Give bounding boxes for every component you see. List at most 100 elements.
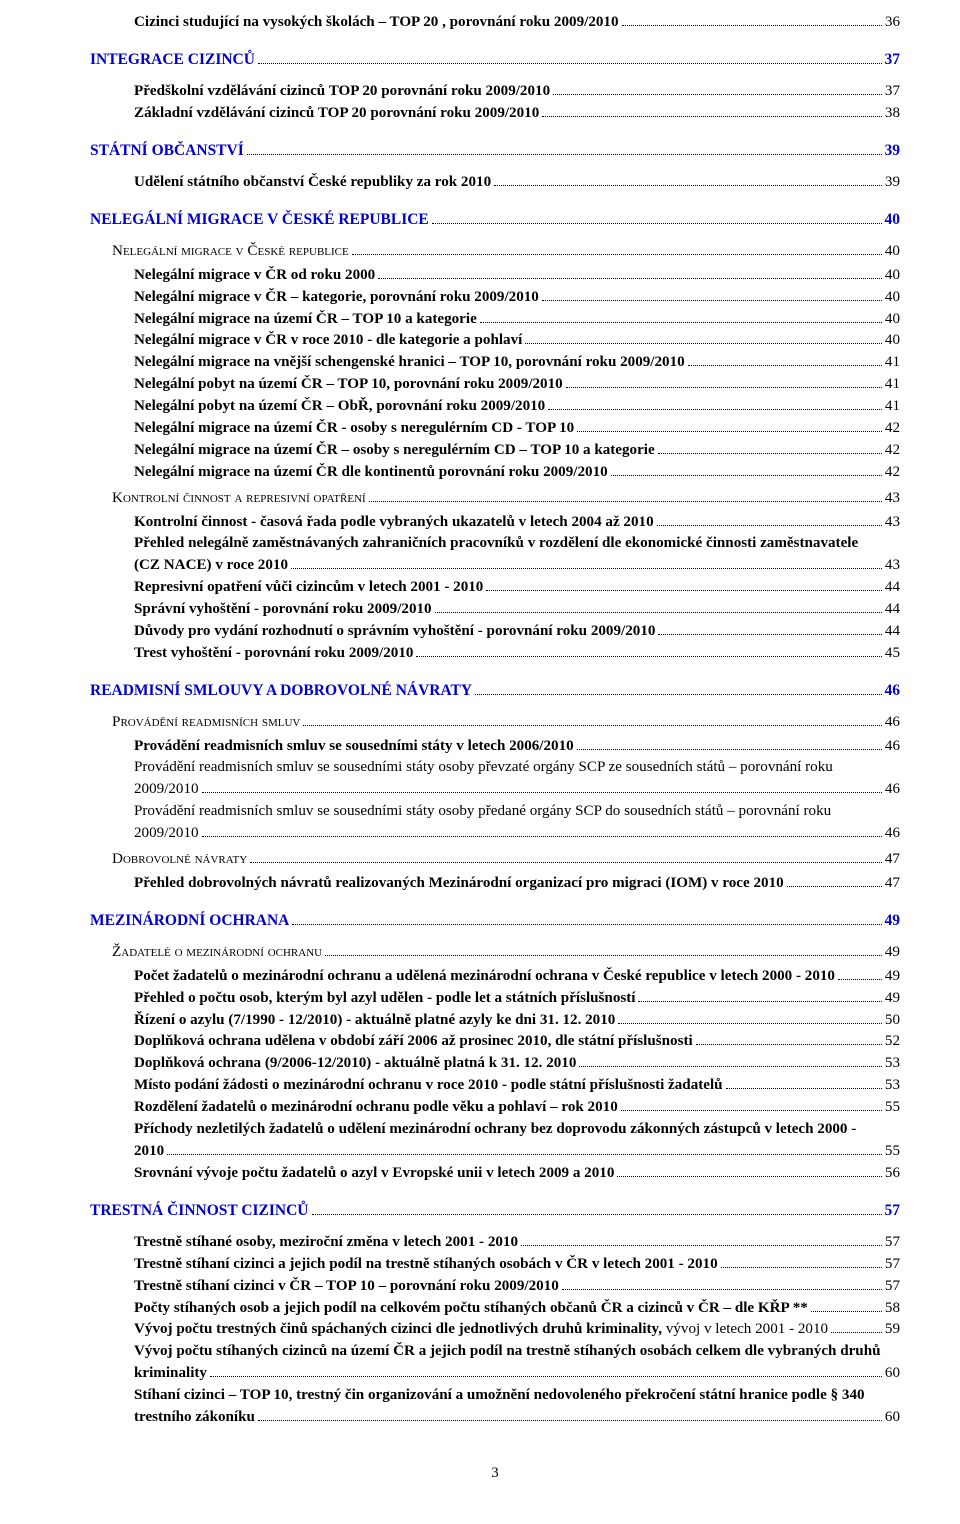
- toc-page-number: 39: [885, 141, 901, 162]
- toc-heading-1: NELEGÁLNÍ MIGRACE V ČESKÉ REPUBLICE 40: [90, 210, 900, 231]
- toc-leader-dots: [658, 634, 881, 635]
- toc-label: Udělení státního občanství České republi…: [134, 172, 491, 192]
- toc-page-number: 42: [885, 440, 900, 460]
- toc-leader-dots: [312, 1214, 882, 1215]
- toc-page-number: 40: [885, 241, 900, 262]
- toc-leader-dots: [247, 154, 882, 155]
- toc-entry: Místo podání žádosti o mezinárodní ochra…: [134, 1075, 900, 1095]
- toc-label: STÁTNÍ OBČANSTVÍ: [90, 141, 244, 162]
- toc-page-number: 52: [885, 1031, 900, 1051]
- toc-label: Nelegální migrace na území ČR - osoby s …: [134, 418, 574, 438]
- toc-label: Represivní opatření vůči cizincům v lete…: [134, 577, 483, 597]
- toc-heading-2: Provádění readmisních smluv 46: [112, 712, 900, 733]
- toc-leader-dots: [638, 1001, 881, 1002]
- toc-page-number: 44: [885, 577, 900, 597]
- toc-page-number: 43: [885, 512, 900, 532]
- toc-page-number: 43: [885, 555, 900, 575]
- toc-leader-dots: [494, 185, 882, 186]
- toc-entry: Nelegální migrace na vnější schengenské …: [134, 352, 900, 372]
- toc-page: Cizinci studující na vysokých školách – …: [0, 0, 960, 1524]
- toc-leader-dots: [210, 1376, 882, 1377]
- toc-label: Doplňková ochrana (9/2006-12/2010) - akt…: [134, 1053, 576, 1073]
- toc-heading-1: TRESTNÁ ČINNOST CIZINCŮ 57: [90, 1201, 900, 1222]
- toc-entry: Počty stíhaných osob a jejich podíl na c…: [134, 1298, 900, 1318]
- toc-leader-dots: [838, 979, 882, 980]
- toc-label: Nelegální migrace na vnější schengenské …: [134, 352, 685, 372]
- toc-entry: Základní vzdělávání cizinců TOP 20 porov…: [134, 103, 900, 123]
- toc-page-number: 37: [885, 50, 901, 71]
- toc-label: Základní vzdělávání cizinců TOP 20 porov…: [134, 103, 539, 123]
- toc-heading-1: INTEGRACE CIZINCŮ 37: [90, 50, 900, 71]
- toc-entry-line1: Stíhaní cizinci – TOP 10, trestný čin or…: [134, 1385, 900, 1405]
- toc-leader-dots: [325, 955, 882, 956]
- toc-page-number: 41: [885, 396, 900, 416]
- toc-label-tail: vývoj v letech 2001 - 2010: [666, 1321, 828, 1337]
- toc-label: MEZINÁRODNÍ OCHRANA: [90, 911, 289, 932]
- toc-leader-dots: [486, 590, 882, 591]
- toc-label: TRESTNÁ ČINNOST CIZINCŮ: [90, 1201, 309, 1222]
- toc-entry-line1: Příchody nezletilých žadatelů o udělení …: [134, 1119, 900, 1139]
- toc-leader-dots: [202, 792, 882, 793]
- toc-page-number: 37: [885, 81, 900, 101]
- toc-label: READMISNÍ SMLOUVY A DOBROVOLNÉ NÁVRATY: [90, 681, 472, 702]
- toc-leader-dots: [721, 1267, 882, 1268]
- toc-page-number: 46: [885, 736, 900, 756]
- toc-leader-dots: [542, 300, 882, 301]
- toc-label: Nelegální migrace v ČR od roku 2000: [134, 265, 375, 285]
- toc-entry: Nelegální migrace na území ČR – TOP 10 a…: [134, 309, 900, 329]
- toc-page-number: 49: [885, 966, 900, 986]
- toc-entry: Kontrolní činnost - časová řada podle vy…: [134, 512, 900, 532]
- toc-heading-2: Žadatelé o mezinárodní ochranu 49: [112, 942, 900, 963]
- toc-label: Trestně stíhaní cizinci v ČR – TOP 10 – …: [134, 1276, 559, 1296]
- toc-entry: Nelegální migrace v ČR od roku 2000 40: [134, 265, 900, 285]
- toc-entry: Vývoj počtu trestných činů spáchaných ci…: [134, 1319, 900, 1339]
- toc-label: Žadatelé o mezinárodní ochranu: [112, 942, 322, 963]
- toc-page-number: 47: [885, 849, 900, 870]
- toc-page-number: 49: [885, 942, 900, 963]
- toc-label: kriminality: [134, 1363, 207, 1383]
- toc-leader-dots: [831, 1332, 882, 1333]
- toc-page-number: 46: [885, 681, 901, 702]
- toc-page-number: 41: [885, 352, 900, 372]
- toc-label: Předškolní vzdělávání cizinců TOP 20 por…: [134, 81, 550, 101]
- toc-entry: Provádění readmisních smluv se sousedním…: [134, 736, 900, 756]
- toc-label: Doplňková ochrana udělena v období září …: [134, 1031, 693, 1051]
- toc-entry: Nelegální pobyt na území ČR – ObŘ, porov…: [134, 396, 900, 416]
- toc-leader-dots: [291, 568, 882, 569]
- toc-label: Rozdělení žadatelů o mezinárodní ochranu…: [134, 1097, 618, 1117]
- toc-entry: Cizinci studující na vysokých školách – …: [134, 12, 900, 32]
- toc-label: trestního zákoníku: [134, 1407, 255, 1427]
- toc-entry: Nelegální migrace v ČR – kategorie, poro…: [134, 287, 900, 307]
- toc-container: Cizinci studující na vysokých školách – …: [90, 12, 900, 1428]
- toc-entry: Přehled o počtu osob, kterým byl azyl ud…: [134, 988, 900, 1008]
- toc-label: Srovnání vývoje počtu žadatelů o azyl v …: [134, 1163, 614, 1183]
- toc-label: Nelegální migrace v ČR v roce 2010 - dle…: [134, 330, 522, 350]
- toc-page-number: 46: [885, 779, 900, 799]
- toc-leader-dots: [542, 116, 882, 117]
- toc-leader-dots: [548, 409, 882, 410]
- toc-page-number: 42: [885, 418, 900, 438]
- toc-entry: Trestně stíhané osoby, meziroční změna v…: [134, 1232, 900, 1252]
- toc-label: Správní vyhoštění - porovnání roku 2009/…: [134, 599, 432, 619]
- toc-leader-dots: [167, 1154, 882, 1155]
- toc-label: 2009/2010: [134, 823, 199, 843]
- toc-label: Počty stíhaných osob a jejich podíl na c…: [134, 1298, 808, 1318]
- toc-label: 2010: [134, 1141, 164, 1161]
- toc-page-number: 55: [885, 1097, 900, 1117]
- toc-page-number: 40: [885, 330, 900, 350]
- toc-label: Dobrovolné návraty: [112, 849, 247, 870]
- toc-page-number: 42: [885, 462, 900, 482]
- toc-page-number: 57: [885, 1232, 900, 1252]
- toc-label: NELEGÁLNÍ MIGRACE V ČESKÉ REPUBLICE: [90, 210, 429, 231]
- toc-entry: Nelegální migrace na území ČR - osoby s …: [134, 418, 900, 438]
- toc-leader-dots: [202, 836, 882, 837]
- toc-page-number: 59: [885, 1319, 900, 1339]
- toc-entry: Předškolní vzdělávání cizinců TOP 20 por…: [134, 81, 900, 101]
- toc-entry-line1: Přehled nelegálně zaměstnávaných zahrani…: [134, 533, 900, 553]
- toc-page-number: 53: [885, 1053, 900, 1073]
- toc-page-number: 43: [885, 488, 900, 509]
- toc-entry: Nelegální migrace na území ČR dle kontin…: [134, 462, 900, 482]
- toc-page-number: 36: [885, 12, 900, 32]
- toc-page-number: 44: [885, 599, 900, 619]
- toc-leader-dots: [369, 501, 882, 502]
